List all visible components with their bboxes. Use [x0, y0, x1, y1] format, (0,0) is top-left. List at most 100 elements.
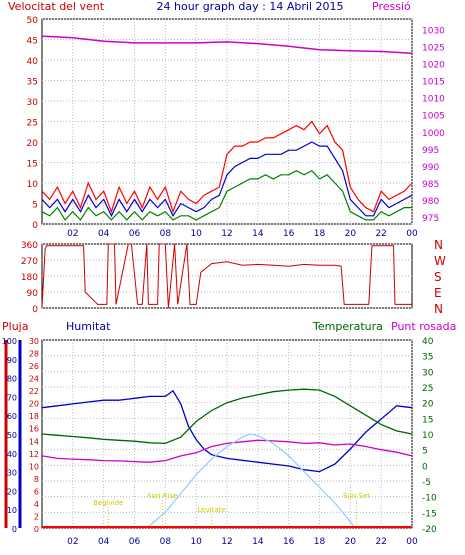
- rain-tick-label: 18: [29, 412, 39, 421]
- compass-label: N: [434, 238, 443, 252]
- series-line-gust: [41, 120, 413, 214]
- humidity-tick-label: 40: [7, 450, 17, 459]
- rain-tick-label: 14: [29, 437, 39, 446]
- humidity-tick-label: 60: [7, 412, 17, 421]
- series-line-dew: [41, 439, 413, 463]
- series-line-pressure: [41, 35, 413, 54]
- temp-right-tick-label: 35: [422, 353, 433, 363]
- wind-tick-label: 5: [32, 201, 38, 211]
- humidity-tick-label: 90: [7, 356, 17, 365]
- humidity-tick-label: 20: [7, 487, 17, 496]
- direction-tick-label: 0: [32, 305, 38, 315]
- wind-tick-label: 40: [27, 57, 39, 67]
- x-tick-label: 12: [221, 229, 232, 239]
- sun-annotation: Levitate: [197, 506, 225, 514]
- temp-right-tick-label: -20: [422, 525, 437, 535]
- rain-tick-label: 8: [34, 475, 39, 484]
- series-line-hum: [41, 389, 413, 473]
- chart-title: 24 hour graph day : 14 Abril 2015: [157, 0, 344, 13]
- pressure-tick-label: 975: [422, 214, 439, 224]
- temp-right-tick-label: 40: [422, 337, 434, 347]
- wind-tick-label: 20: [27, 139, 39, 149]
- humidity-tick-label: 100: [2, 337, 17, 346]
- x-tick-label: 02: [67, 229, 78, 239]
- pressure-tick-label: 995: [422, 146, 439, 156]
- rain-tick-label: 28: [29, 350, 39, 359]
- pressure-tick-label: 1000: [422, 129, 445, 139]
- x-tick-label: 04: [98, 537, 110, 547]
- humidity-tick-label: 70: [7, 393, 17, 402]
- series-line-sun: [146, 433, 356, 529]
- wind-tick-label: 0: [32, 221, 38, 231]
- rain-tick-label: 30: [29, 337, 39, 346]
- rain-tick-label: 22: [29, 387, 39, 396]
- rain-tick-label: 12: [29, 450, 39, 459]
- temp-right-tick-label: 20: [422, 400, 434, 410]
- chart-marks-layer: 0510152025303540455097598098599099510001…: [2, 16, 446, 547]
- rain-tick-label: 16: [29, 425, 39, 434]
- humidity-tick-label: 10: [7, 506, 17, 515]
- temperature-label: Temperatura: [312, 320, 383, 333]
- humidity-tick-label: 80: [7, 375, 17, 384]
- wind-tick-label: 10: [27, 180, 39, 190]
- sun-annotation: Begivide: [93, 499, 123, 507]
- direction-tick-label: 360: [21, 241, 38, 251]
- series-line-avg: [41, 141, 413, 218]
- rain-tick-label: 4: [34, 500, 39, 509]
- direction-plot-frame: [41, 243, 413, 309]
- compass-label: N: [434, 302, 443, 316]
- series-line-temp: [41, 388, 413, 445]
- x-tick-label: 22: [375, 537, 386, 547]
- x-tick-label: 14: [252, 229, 264, 239]
- pressure-tick-label: 1015: [422, 78, 445, 88]
- pressure-tick-label: 1005: [422, 112, 445, 122]
- humidity-tick-label: 30: [7, 469, 17, 478]
- sun-annotation: Sun Rise: [147, 492, 177, 500]
- x-tick-label: 16: [283, 229, 295, 239]
- x-tick-label: 18: [314, 229, 326, 239]
- series-line-direction: [41, 243, 412, 309]
- pressure-tick-label: 980: [422, 197, 439, 207]
- temp-right-tick-label: 15: [422, 415, 433, 425]
- pressure-tick-label: 1020: [422, 60, 445, 70]
- x-tick-label: 16: [283, 537, 295, 547]
- x-tick-label: 00: [406, 537, 418, 547]
- rain-tick-label: 10: [29, 462, 39, 471]
- rain-tick-label: 6: [34, 487, 39, 496]
- humidity-tick-label: 50: [7, 431, 17, 440]
- rain-tick-label: 24: [29, 375, 39, 384]
- direction-tick-label: 180: [21, 273, 38, 283]
- wind-axis-label: Velocitat del vent: [8, 0, 105, 13]
- x-tick-label: 06: [129, 229, 141, 239]
- temp-right-tick-label: 25: [422, 384, 433, 394]
- humidity-label: Humitat: [66, 320, 111, 333]
- wind-tick-label: 45: [27, 37, 38, 47]
- compass-label: S: [434, 270, 442, 284]
- wind-tick-label: 25: [27, 119, 38, 129]
- x-tick-label: 00: [406, 229, 418, 239]
- series-line-min: [41, 169, 412, 221]
- x-tick-label: 20: [345, 229, 357, 239]
- temp-right-tick-label: -15: [422, 509, 437, 519]
- wind-tick-label: 35: [27, 78, 38, 88]
- x-tick-label: 14: [252, 537, 264, 547]
- compass-label: E: [434, 286, 442, 300]
- temp-right-tick-label: 10: [422, 431, 434, 441]
- x-tick-label: 10: [190, 537, 202, 547]
- wind-tick-label: 30: [27, 98, 39, 108]
- x-tick-label: 20: [345, 537, 357, 547]
- pressure-tick-label: 990: [422, 163, 439, 173]
- direction-tick-label: 90: [27, 289, 39, 299]
- rain-label: Pluja: [2, 320, 28, 333]
- x-tick-label: 06: [129, 537, 141, 547]
- temp-right-tick-label: -5: [422, 478, 431, 488]
- x-tick-label: 08: [160, 229, 172, 239]
- temp-right-tick-label: -10: [422, 494, 437, 504]
- sun-annotation: Sun Set: [343, 492, 370, 500]
- pressure-tick-label: 985: [422, 180, 439, 190]
- pressure-tick-label: 1025: [422, 43, 445, 53]
- rain-tick-label: 26: [29, 362, 39, 371]
- x-tick-label: 10: [190, 229, 202, 239]
